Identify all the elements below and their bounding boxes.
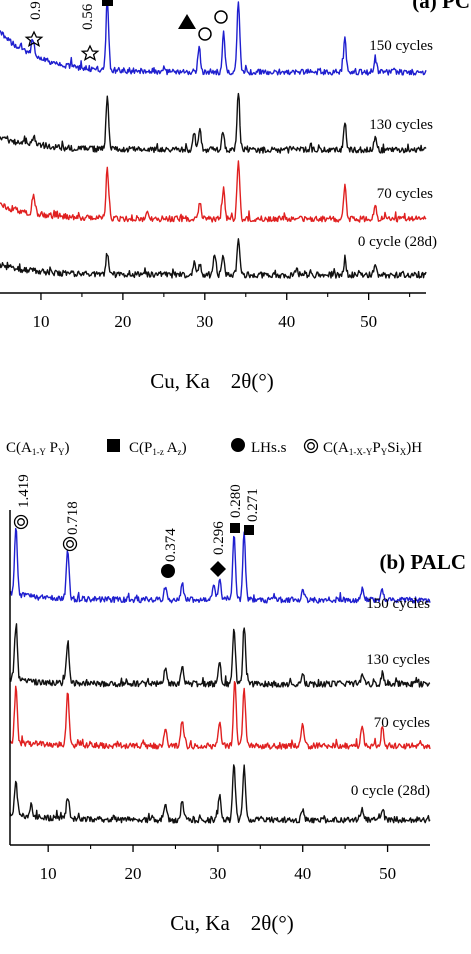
panel-b-annotations: 1.419 0.718 0.374 0.296 0.280 0.271: [13, 474, 261, 578]
double-circle-marker-1-outer: [13, 514, 29, 530]
series-line-70-cycles: [9, 681, 431, 750]
peak-label-0-280: 0.280: [228, 484, 244, 518]
peak-label-0-56: 0.56: [80, 3, 96, 30]
panel-b-x-label: Cu, Ka 2θ(°): [170, 911, 293, 935]
double-circle-marker-1-inner: [17, 518, 25, 526]
diamond-marker-b: [210, 561, 226, 577]
legend-item-cap: C(A1-Y PY): [6, 440, 69, 457]
legend-double-circle-outer: [303, 438, 319, 454]
panel-b-label-0: 0 cycle (28d): [351, 783, 430, 799]
series-line-150-cycles: [9, 527, 431, 604]
legend-item-lhss: LHs.s: [251, 440, 287, 456]
x-tick-label-40: 40: [294, 864, 311, 883]
series-line-150-cycles: [0, 0, 427, 76]
series-line-0-cycle-28d-: [9, 764, 431, 824]
x-tick-label-50: 50: [360, 312, 377, 331]
star-marker-2: [80, 44, 100, 62]
panel-b-axes: [9, 510, 430, 846]
x-tick-label-10: 10: [32, 312, 49, 331]
x-tick-label-30: 30: [196, 312, 213, 331]
series-line-130-cycles: [0, 92, 427, 154]
legend-double-circle-inner: [307, 442, 315, 450]
peak-label-0-296: 0.296: [211, 521, 227, 555]
peak-label-0-9: 0.9: [28, 1, 44, 20]
legend-circle-symbol: [231, 438, 245, 452]
triangle-marker-a: [178, 14, 196, 29]
legend-item-caps: C(A1-X-YPYSiX)H: [323, 440, 422, 457]
panel-b-series: [9, 527, 431, 824]
square-marker-b2: [244, 525, 254, 535]
x-tick-label-20: 20: [125, 864, 142, 883]
panel-b-label-150: 150 cycles: [366, 596, 430, 612]
panel-b-label-130: 130 cycles: [366, 652, 430, 668]
panel-b-palc: C(A1-Y PY) C(P1-z Az) LHs.s C(A1-X-YPYSi…: [6, 438, 466, 935]
panel-a-ticks: 10 20 30 40 50: [32, 293, 411, 331]
series-line-0-cycle-28d-: [0, 238, 427, 279]
square-marker-b1: [230, 523, 240, 533]
panel-a-label-70: 70 cycles: [377, 186, 433, 202]
panel-b-title: (b) PALC: [379, 550, 466, 574]
series-line-70-cycles: [0, 160, 427, 223]
x-tick-label-50: 50: [379, 864, 396, 883]
panel-b-ticks: 10 20 30 40 50: [40, 845, 396, 883]
legend-square-symbol: [107, 439, 120, 452]
peak-label-0-374: 0.374: [163, 528, 179, 562]
panel-a-label-0: 0 cycle (28d): [358, 234, 437, 250]
star-marker-1: [24, 30, 44, 48]
peak-label-0-718: 0.718: [65, 501, 81, 535]
panel-a-annotations: 0.9 0.56: [24, 0, 228, 62]
panel-b-legend: C(A1-Y PY) C(P1-z Az) LHs.s C(A1-X-YPYSi…: [6, 438, 422, 457]
panel-a-label-150: 150 cycles: [369, 38, 433, 54]
panel-a-cycle-labels: 150 cycles 130 cycles 70 cycles 0 cycle …: [358, 38, 437, 250]
panel-b-label-70: 70 cycles: [374, 715, 430, 731]
panel-a-series: [0, 0, 427, 279]
peak-label-1-419: 1.419: [16, 474, 32, 508]
panel-a-title: (a) PC: [412, 0, 470, 13]
circle-marker-a1: [198, 27, 212, 41]
x-tick-label-20: 20: [114, 312, 131, 331]
x-tick-label-40: 40: [278, 312, 295, 331]
square-marker-a: [102, 0, 113, 6]
panel-a-pc: (a) PC 150 cycles 130 cycles 70 cycles 0…: [0, 0, 470, 393]
panel-a-label-130: 130 cycles: [369, 117, 433, 133]
circle-marker-b: [161, 564, 175, 578]
panel-b-cycle-labels: 150 cycles 130 cycles 70 cycles 0 cycle …: [351, 596, 430, 799]
panel-a-x-label: Cu, Ka 2θ(°): [150, 369, 273, 393]
x-tick-label-10: 10: [40, 864, 57, 883]
peak-label-0-271: 0.271: [245, 488, 261, 522]
legend-item-cpa: C(P1-z Az): [129, 440, 187, 457]
double-circle-marker-2-inner: [66, 540, 74, 548]
x-tick-label-30: 30: [209, 864, 226, 883]
series-line-130-cycles: [9, 623, 431, 688]
double-circle-marker-2-outer: [62, 536, 78, 552]
circle-marker-a2: [214, 10, 228, 24]
